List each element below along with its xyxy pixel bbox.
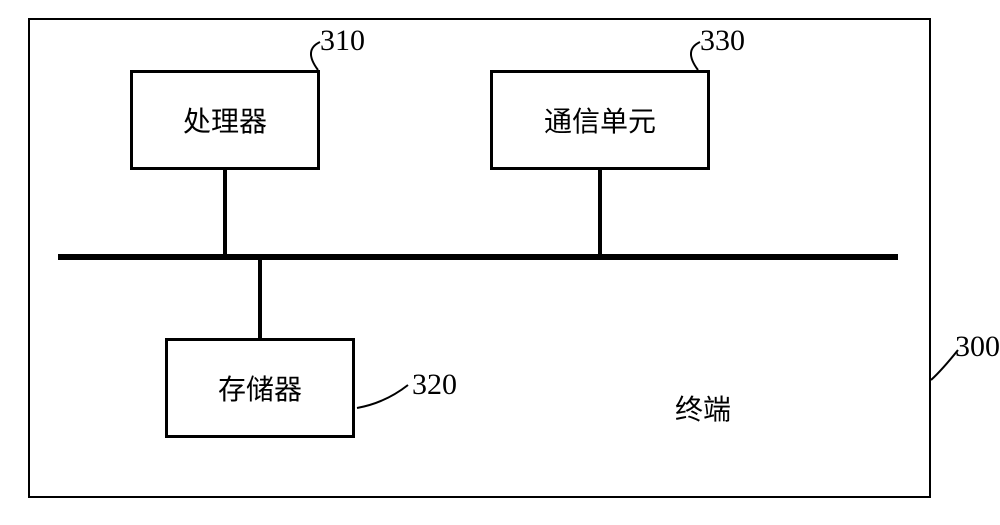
block-processor-label: 处理器 — [183, 100, 267, 140]
connector-processor — [223, 170, 227, 254]
terminal-label: 终端 — [675, 388, 731, 428]
block-memory-label: 存储器 — [218, 368, 302, 408]
bus-line — [58, 254, 898, 260]
block-memory: 存储器 — [165, 338, 355, 438]
block-comm-unit: 通信单元 — [490, 70, 710, 170]
ref-320: 320 — [412, 368, 457, 402]
ref-330: 330 — [700, 24, 745, 58]
ref-310: 310 — [320, 24, 365, 58]
connector-comm-unit — [598, 170, 602, 254]
block-processor: 处理器 — [130, 70, 320, 170]
block-comm-unit-label: 通信单元 — [544, 100, 656, 140]
connector-memory — [258, 260, 262, 338]
ref-300: 300 — [955, 330, 1000, 364]
